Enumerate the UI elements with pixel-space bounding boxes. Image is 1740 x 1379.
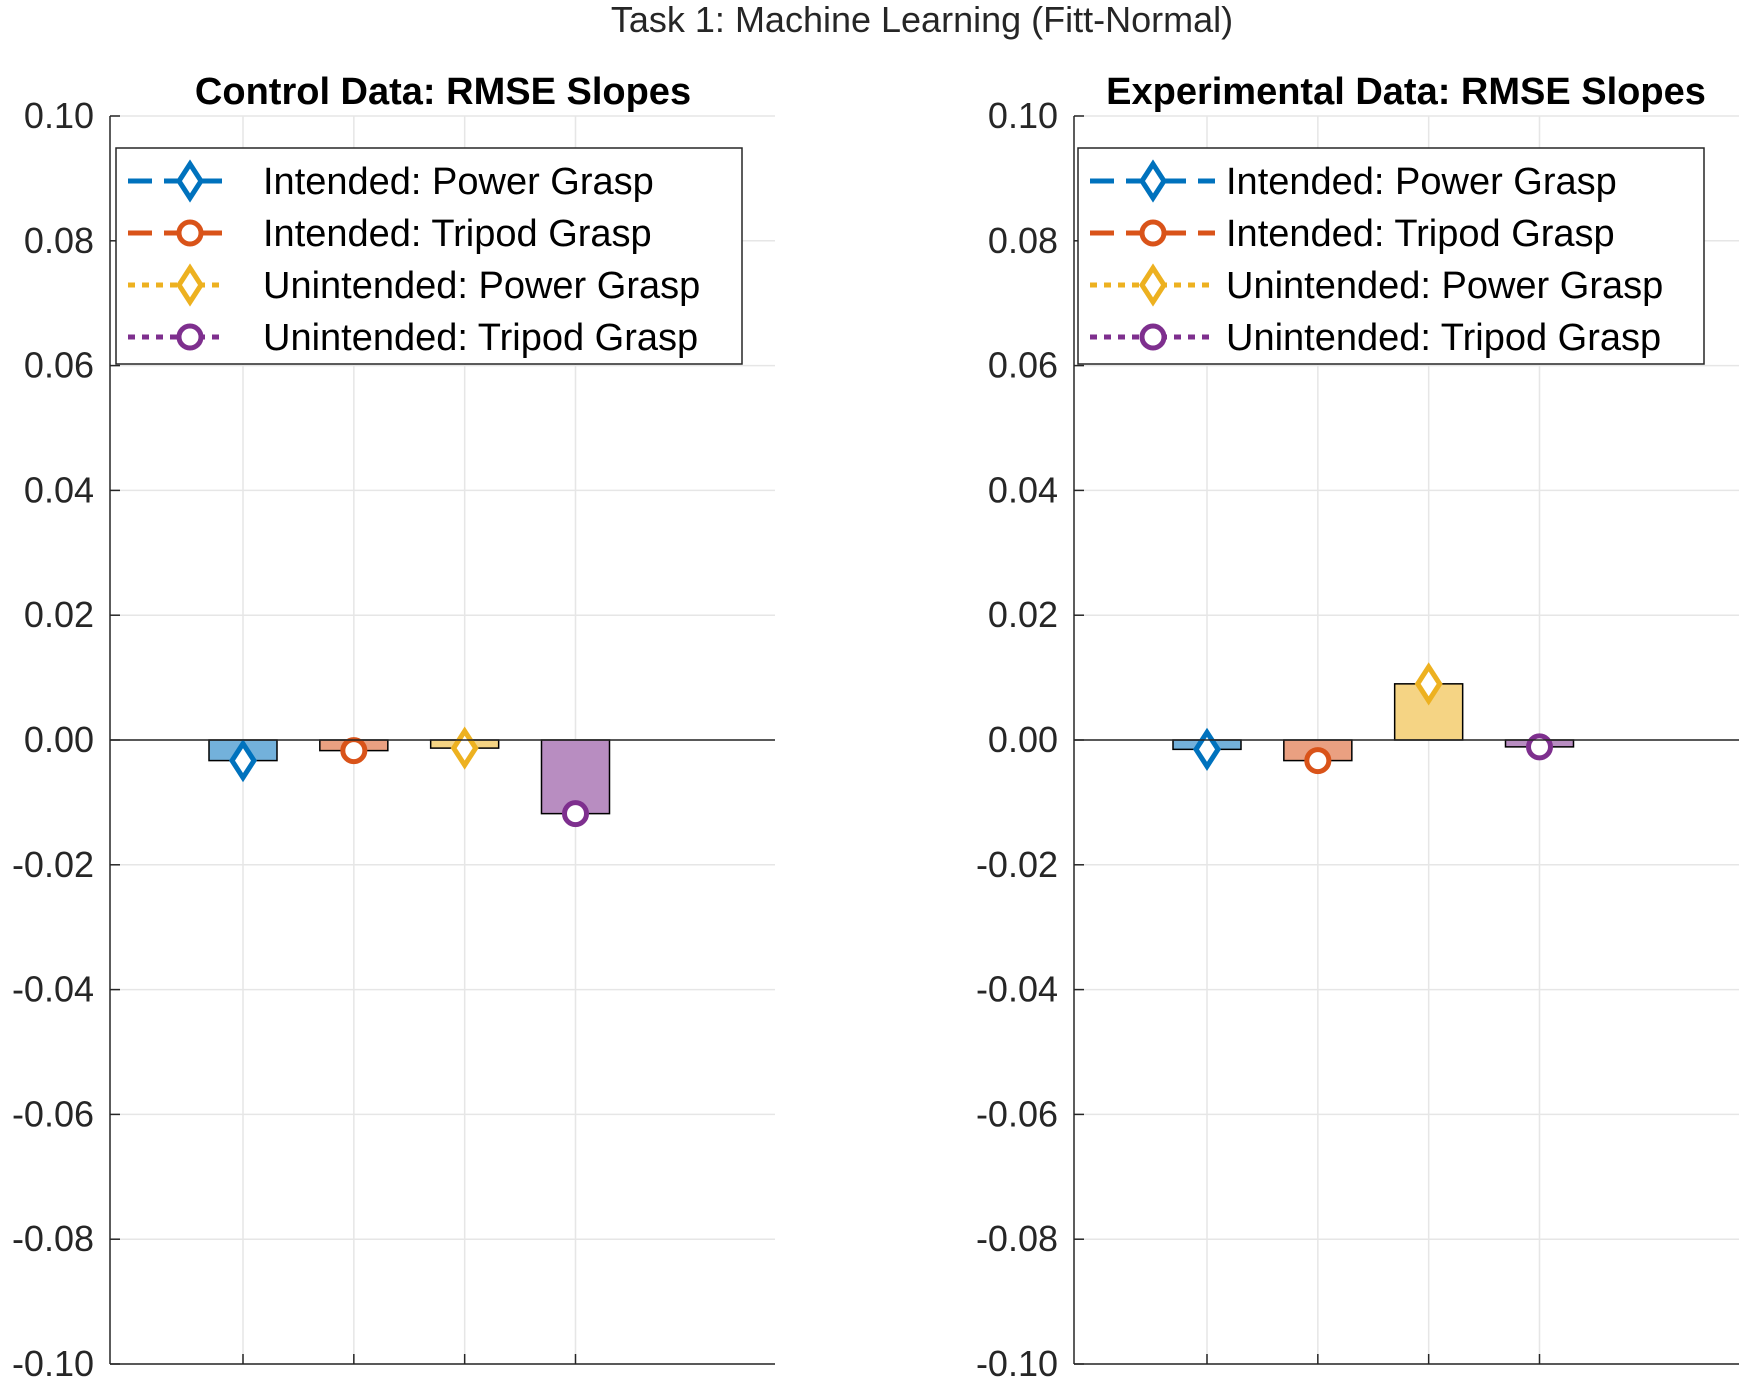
y-tick-label: 0.10 [988,95,1058,136]
legend-label: Unintended: Tripod Grasp [263,317,698,359]
y-tick-label: 0.04 [988,469,1058,510]
legend-label: Intended: Tripod Grasp [263,213,652,255]
legend-marker-circle-icon [176,219,204,247]
y-tick-label: 0.08 [988,220,1058,261]
legend-label: Unintended: Power Grasp [263,265,700,307]
y-tick-label: -0.06 [12,1093,94,1134]
legend-marker-circle-icon [176,323,204,351]
y-tick-label: 0.06 [24,345,94,386]
data-point-marker [1304,747,1332,775]
chart-title: Control Data: RMSE Slopes [195,71,691,113]
legend-label: Unintended: Tripod Grasp [1226,317,1661,359]
data-point-marker [1193,727,1221,771]
chart-panel-experimental: 0.10 0.08 0.06 0.04 0.02 0.00 -0.02 -0.04 -0.06 -… [976,71,1739,1379]
y-tick-label: -0.04 [976,969,1058,1010]
legend-marker-diamond-icon [176,263,204,307]
data-point-marker [562,800,589,828]
chart-panel-control: 0.10 0.08 0.06 0.04 0.02 0.00 -0.02 -0.04 -0.06 -… [12,71,775,1379]
chart-title: Experimental Data: RMSE Slopes [1106,71,1706,113]
legend-label: Intended: Power Grasp [263,161,654,203]
y-tick-label: 0.04 [24,469,94,510]
y-tick-label: 0.08 [24,220,94,261]
y-tick-label: -0.10 [12,1343,94,1379]
y-tick-label: -0.04 [12,969,94,1010]
y-tick-label: 0.10 [24,95,94,136]
y-tick-label: 0.06 [988,345,1058,386]
legend-marker-circle-icon [1139,323,1167,351]
data-point-marker [450,726,479,770]
y-tick-label: -0.06 [976,1093,1058,1134]
y-tick-label: 0.00 [988,719,1058,760]
y-tick-label: 0.00 [24,719,94,760]
data-point-marker [1526,733,1553,761]
data-point-marker [1414,662,1443,706]
legend-marker-diamond-icon [1139,263,1167,307]
y-tick-label: 0.02 [24,594,94,635]
legend-marker-diamond-icon [176,159,204,203]
legend: Intended: Power Grasp Intended: Tripod Gr… [1077,147,1705,365]
y-tick-label: -0.08 [12,1218,94,1259]
y-tick-label: 0.02 [988,594,1058,635]
legend-box [1077,147,1705,365]
y-tick-label: -0.10 [976,1343,1058,1379]
figure-suptitle: Task 1: Machine Learning (Fitt-Normal) [611,0,1233,40]
legend-marker-circle-icon [1139,219,1167,247]
legend-label: Intended: Power Grasp [1226,161,1617,203]
y-tick-label: -0.08 [976,1218,1058,1259]
legend: Intended: Power Grasp Intended: Tripod Gr… [115,147,743,365]
data-point-marker [340,737,368,765]
legend-label: Unintended: Power Grasp [1226,265,1663,307]
legend-box [115,147,743,365]
y-tick-label: -0.02 [976,844,1058,885]
legend-label: Intended: Tripod Grasp [1226,213,1615,255]
data-point-marker [229,738,257,783]
y-tick-label: -0.02 [12,844,94,885]
legend-marker-diamond-icon [1139,159,1167,203]
